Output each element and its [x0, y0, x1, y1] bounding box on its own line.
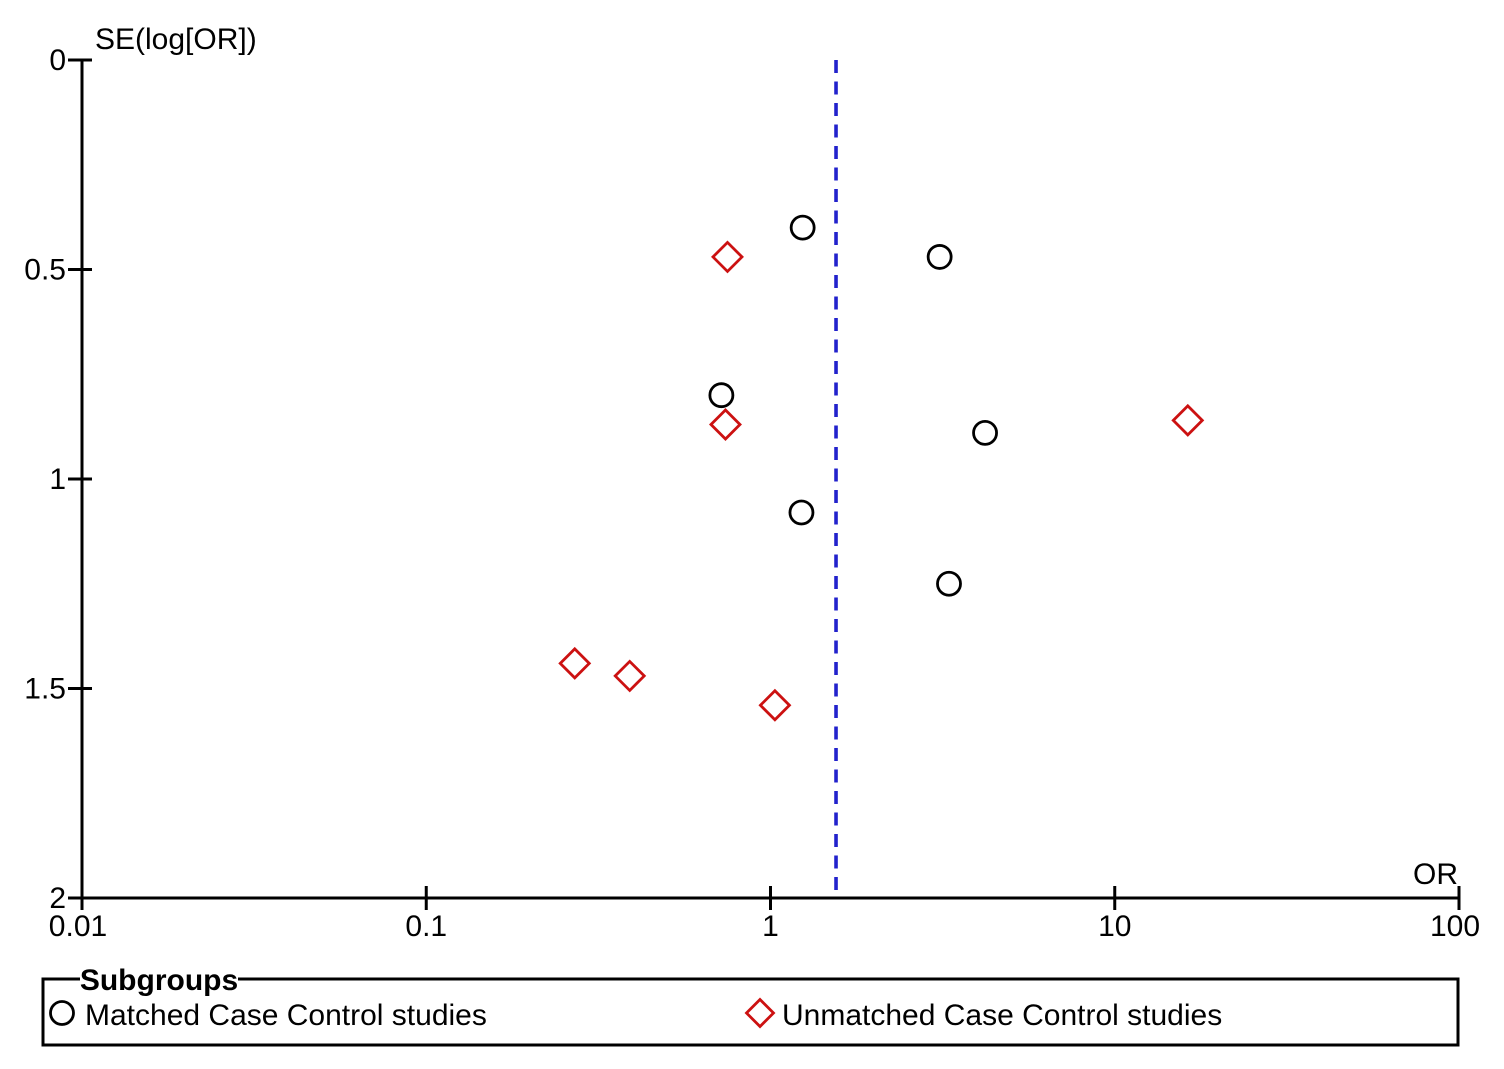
y-tick-label: 0 [49, 44, 66, 77]
matched-study-point [789, 214, 816, 241]
y-tick-label: 2 [49, 882, 66, 915]
y-axis-title: SE(log[OR]) [95, 23, 257, 56]
x-tick-label: 1 [762, 910, 779, 943]
x-axis-tick-labels: 0.01 0.1 1 10 100 [49, 910, 1480, 943]
y-tick-label: 1.5 [24, 673, 66, 706]
unmatched-study-point [613, 659, 647, 693]
legend-title: Subgroups [80, 964, 238, 997]
y-tick-label: 0.5 [24, 254, 66, 287]
matched-study-point [708, 382, 735, 409]
matched-study-point [972, 420, 998, 446]
data-points [558, 214, 1205, 722]
legend-box [41, 977, 1460, 1047]
unmatched-study-point [709, 408, 742, 442]
matched-legend-icon [49, 1000, 75, 1026]
x-tick-label: 0.01 [49, 910, 107, 943]
y-tick-label: 1 [49, 463, 66, 496]
x-tick-label: 0.1 [405, 910, 447, 943]
unmatched-study-point [1171, 403, 1205, 437]
matched-study-point [926, 244, 953, 270]
unmatched-study-point [711, 240, 744, 274]
legend: Subgroups Matched Case Control studies U… [41, 964, 1460, 1047]
x-axis-ticks [80, 886, 1461, 910]
matched-study-point [788, 499, 815, 526]
unmatched-study-point [558, 646, 592, 680]
x-axis-title: OR [1413, 858, 1458, 891]
unmatched-study-point [758, 688, 792, 722]
matched-legend-label: Matched Case Control studies [85, 999, 487, 1032]
unmatched-legend-label: Unmatched Case Control studies [782, 999, 1222, 1032]
y-axis-tick-labels: 0 0.5 1 1.5 2 [24, 44, 66, 915]
legend-title-backing [80, 973, 238, 985]
x-tick-label: 100 [1430, 910, 1480, 943]
unmatched-legend-icon [744, 997, 776, 1029]
matched-study-point [936, 570, 962, 597]
y-axis-ticks [68, 58, 92, 900]
x-tick-label: 10 [1098, 910, 1131, 943]
